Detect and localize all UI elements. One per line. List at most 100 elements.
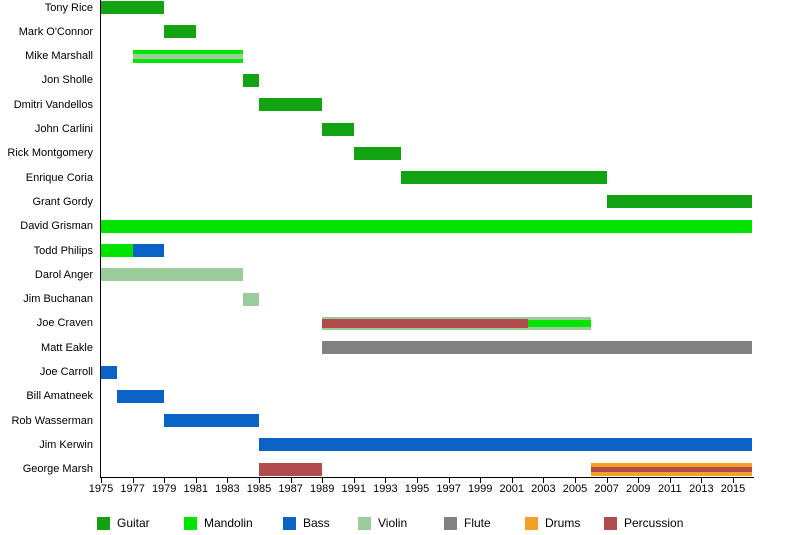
member-name-mike-marshall: Mike Marshall [25, 50, 93, 63]
legend-label-guitar: Guitar [117, 516, 150, 530]
timeline-bar-enrique-coria-guitar [401, 171, 607, 185]
x-axis-tick-label: 1981 [183, 483, 209, 495]
member-name-bill-amatneek: Bill Amatneek [26, 390, 93, 403]
timeline-bar-david-grisman-mandolin [101, 219, 752, 233]
member-name-david-grisman: David Grisman [20, 220, 93, 233]
member-name-grant-gordy: Grant Gordy [32, 195, 93, 208]
x-axis-tick [417, 478, 418, 483]
legend-label-violin: Violin [378, 516, 408, 530]
x-axis-tick [701, 478, 703, 483]
timeline-bar-dmitri-vandellos-guitar [259, 98, 323, 112]
legend-label-drums: Drums [545, 516, 581, 530]
member-name-jim-kerwin: Jim Kerwin [39, 438, 93, 451]
member-name-rob-wasserman: Rob Wasserman [11, 414, 93, 427]
x-axis-tick-label: 2007 [594, 483, 619, 495]
timeline-bar-darol-anger-violin [101, 268, 244, 282]
legend-swatch-violin [358, 517, 371, 530]
timeline-bar-grant-gordy-guitar [606, 195, 752, 209]
x-axis-tick-label: 2015 [720, 483, 746, 495]
x-axis-tick [511, 478, 513, 483]
member-name-tony-rice: Tony Rice [44, 1, 93, 14]
member-name-rick-montgomery: Rick Montgomery [7, 147, 93, 160]
x-axis-tick [575, 478, 576, 483]
member-name-dmitri-vandellos: Dmitri Vandellos [13, 98, 93, 111]
x-axis-tick [480, 478, 482, 483]
timeline-bar-todd-philips-mandolin [101, 244, 133, 257]
timeline-bar-rick-montgomery-guitar [353, 146, 402, 160]
x-axis-tick [385, 478, 387, 483]
x-axis-tick [448, 478, 450, 483]
timeline-bar-rob-wasserman-bass [164, 414, 259, 428]
x-axis-tick-label: 1985 [246, 483, 272, 495]
x-axis-tick [290, 478, 292, 483]
x-axis-tick-label: 2009 [625, 483, 651, 495]
x-axis-tick-label: 1993 [373, 483, 398, 495]
x-axis-tick-label: 1995 [404, 483, 430, 495]
member-name-todd-philips: Todd Philips [33, 244, 93, 257]
timeline-bar-jim-buchanan-violin [243, 292, 259, 306]
x-axis-tick [606, 478, 608, 483]
legend-swatch-bass [283, 517, 296, 530]
legend-label-flute: Flute [464, 516, 491, 530]
x-axis-tick [101, 478, 102, 483]
timeline-bar-jon-sholle-guitar [243, 73, 259, 87]
x-axis-tick [227, 478, 229, 483]
member-name-mark-o-connor: Mark O'Connor [18, 25, 93, 38]
x-axis-tick-label: 1977 [120, 483, 145, 495]
legend-label-bass: Bass [303, 516, 330, 530]
member-name-joe-carroll: Joe Carroll [39, 366, 93, 378]
x-axis-tick-label: 1989 [309, 483, 335, 495]
timeline-bar-bill-amatneek-bass [116, 389, 165, 403]
x-axis-tick-label: 2011 [657, 483, 682, 495]
legend-swatch-drums [525, 517, 538, 530]
timeline-bar-jim-kerwin-bass [259, 438, 752, 452]
member-name-jim-buchanan: Jim Buchanan [23, 293, 93, 306]
x-axis-tick [322, 478, 324, 483]
x-axis-tick-label: 1991 [341, 483, 367, 495]
member-name-enrique-coria: Enrique Coria [25, 171, 93, 184]
x-axis-tick-label: 2005 [562, 483, 588, 495]
timeline-bar-joe-craven-percussion [322, 318, 528, 328]
x-axis-tick-label: 1979 [151, 483, 177, 495]
x-axis-tick [669, 478, 671, 483]
y-axis-line [100, 0, 101, 478]
timeline-bar-george-marsh-percussion [259, 462, 323, 476]
legend-swatch-flute [444, 517, 457, 530]
x-axis-tick-label: 1999 [467, 483, 493, 495]
x-axis-tick-label: 1997 [436, 483, 461, 495]
x-axis-tick [195, 478, 197, 483]
member-name-george-marsh: George Marsh [22, 463, 93, 476]
timeline-bar-mark-o-connor-guitar [164, 25, 196, 39]
x-axis-tick-label: 2003 [531, 483, 556, 495]
x-axis-tick [638, 478, 640, 483]
timeline-bar-john-carlini-guitar [322, 122, 354, 136]
timeline-bar-matt-eakle-flute [322, 341, 752, 355]
x-axis-tick [733, 478, 734, 483]
legend-label-mandolin: Mandolin [204, 516, 253, 530]
legend-label-percussion: Percussion [624, 516, 684, 530]
x-axis-baseline [100, 477, 754, 478]
x-axis-tick-label: 2013 [689, 483, 714, 495]
member-name-jon-sholle: Jon Sholle [41, 74, 93, 87]
x-axis-tick [353, 478, 355, 483]
x-axis-tick [543, 478, 545, 483]
x-axis-tick-label: 2001 [499, 483, 525, 495]
x-axis-tick [164, 478, 166, 483]
timeline-bar-mike-marshall-violin [132, 53, 244, 59]
timeline-bar-joe-craven-mandolin [527, 319, 591, 327]
timeline-bar-george-marsh-percussion [590, 466, 752, 472]
timeline-bar-joe-carroll-bass [101, 365, 117, 379]
member-name-john-carlini: John Carlini [34, 123, 93, 135]
legend-swatch-percussion [604, 517, 617, 530]
legend-swatch-guitar [97, 517, 110, 530]
x-axis-tick [259, 478, 260, 483]
x-axis-tick-label: 1983 [215, 483, 240, 495]
member-name-darol-anger: Darol Anger [34, 268, 93, 281]
member-name-joe-craven: Joe Craven [36, 317, 93, 330]
x-axis-tick-label: 1975 [88, 483, 114, 495]
x-axis-tick-label: 1987 [278, 483, 303, 495]
legend-swatch-mandolin [184, 517, 197, 530]
x-axis-tick [132, 478, 134, 483]
